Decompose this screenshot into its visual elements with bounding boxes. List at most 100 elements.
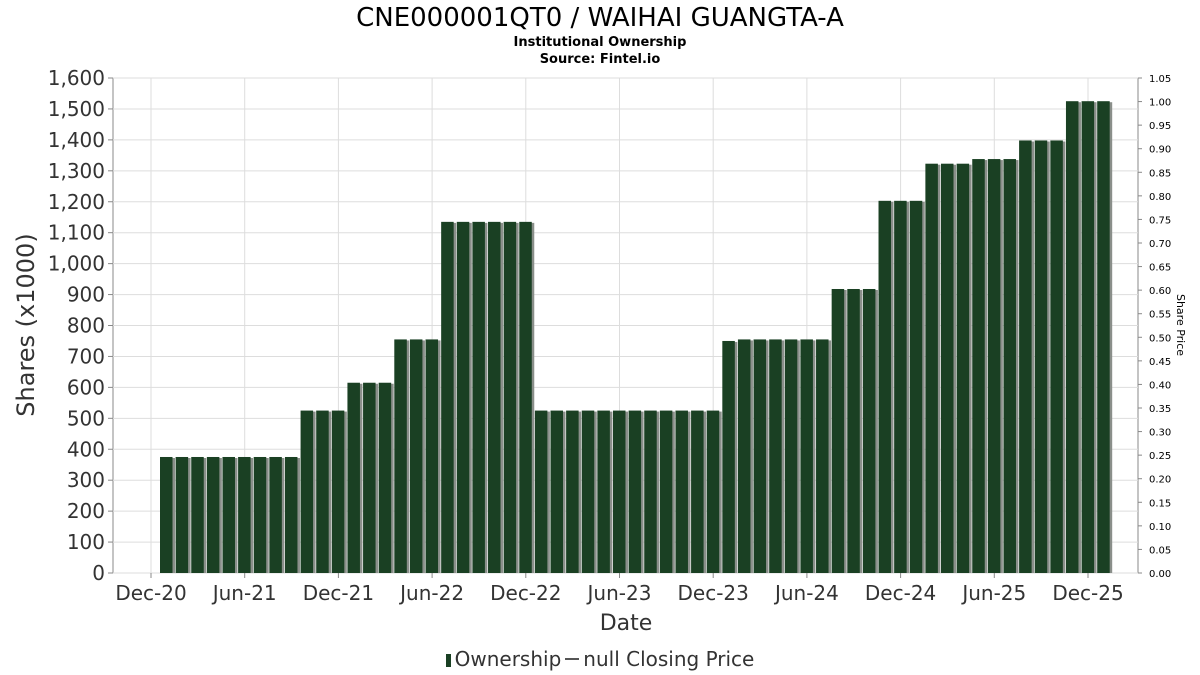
bar-ownership bbox=[800, 339, 813, 573]
x-tick-label: Dec-23 bbox=[678, 581, 749, 605]
x-tick-label: Dec-21 bbox=[303, 581, 374, 605]
bar-ownership bbox=[253, 456, 267, 573]
bar-ownership bbox=[956, 163, 970, 573]
bar-ownership bbox=[737, 339, 751, 573]
legend: Ownership null Closing Price bbox=[0, 647, 1200, 671]
chart-subtitle: Institutional Ownership bbox=[513, 35, 687, 50]
x-axis-label: Date bbox=[600, 611, 653, 636]
y-axis-label: Shares (x1000) bbox=[12, 233, 40, 416]
y2-tick-label: 0.75 bbox=[1149, 215, 1171, 226]
y2-tick-label: 0.10 bbox=[1149, 522, 1171, 533]
y-tick-label: 300 bbox=[67, 468, 105, 492]
y2-tick-label: 0.65 bbox=[1149, 263, 1171, 274]
bar-ownership bbox=[316, 410, 329, 573]
bar-ownership bbox=[706, 410, 720, 573]
x-tick-label: Jun-25 bbox=[960, 581, 1026, 605]
bar-ownership bbox=[238, 456, 251, 573]
legend-swatch-closing-price bbox=[565, 658, 580, 660]
bar-ownership bbox=[816, 339, 829, 573]
bar-ownership bbox=[894, 200, 907, 573]
x-axis-ticks: Dec-20 Jun-21 Dec-21 Jun-22 Dec-22 Jun-23 Dec-… bbox=[115, 573, 1124, 605]
y-tick-label: 500 bbox=[67, 406, 105, 430]
y-tick-label: 1,500 bbox=[48, 97, 105, 121]
bar-ownership bbox=[628, 410, 642, 573]
bar-ownership bbox=[378, 382, 392, 573]
bar-ownership bbox=[675, 410, 688, 573]
y2-tick-label: 0.85 bbox=[1149, 168, 1171, 179]
y2-tick-label: 0.35 bbox=[1149, 404, 1171, 415]
bar-ownership bbox=[269, 456, 282, 573]
bar-ownership bbox=[347, 382, 360, 573]
y2-tick-label: 1.05 bbox=[1149, 74, 1171, 85]
y-tick-label: 400 bbox=[67, 437, 105, 461]
y-tick-label: 700 bbox=[67, 344, 105, 368]
bar-ownership bbox=[1065, 101, 1079, 573]
y2-tick-label: 0.45 bbox=[1149, 357, 1171, 368]
bar-ownership bbox=[909, 200, 923, 573]
bar-ownership bbox=[1081, 101, 1095, 573]
bar-ownership bbox=[941, 163, 954, 573]
bar-ownership bbox=[425, 339, 439, 573]
bar-ownership bbox=[691, 410, 704, 573]
chart-title: CNE000001QT0 / WAIHAI GUANGTA-A bbox=[356, 3, 844, 33]
chart-source: Source: Fintel.io bbox=[539, 52, 661, 67]
bar-ownership bbox=[769, 339, 782, 573]
bar-ownership bbox=[160, 456, 173, 573]
bar-ownership bbox=[409, 339, 423, 573]
x-tick-label: Dec-24 bbox=[865, 581, 936, 605]
x-tick-label: Jun-24 bbox=[773, 581, 839, 605]
legend-swatch-ownership bbox=[445, 654, 451, 667]
bar-ownership bbox=[456, 221, 470, 573]
y-tick-label: 900 bbox=[67, 283, 105, 307]
y2-tick-label: 0.25 bbox=[1149, 451, 1171, 462]
bar-ownership bbox=[987, 159, 1001, 573]
bar-ownership bbox=[644, 410, 657, 573]
y-tick-label: 800 bbox=[67, 314, 105, 338]
y2-tick-label: 0.30 bbox=[1149, 428, 1171, 439]
bar-ownership bbox=[784, 339, 798, 573]
bar-ownership bbox=[612, 410, 626, 573]
bar-ownership bbox=[519, 221, 532, 573]
y2-tick-label: 0.40 bbox=[1149, 380, 1171, 391]
bar-ownership bbox=[331, 410, 345, 573]
y2-tick-label: 0.00 bbox=[1149, 569, 1171, 580]
bar-ownership bbox=[831, 288, 845, 573]
x-tick-label: Dec-25 bbox=[1052, 581, 1123, 605]
y-tick-label: 1,300 bbox=[48, 159, 105, 183]
y2-tick-label: 0.15 bbox=[1149, 498, 1171, 509]
y2-tick-label: 0.90 bbox=[1149, 145, 1171, 156]
bar-ownership bbox=[222, 456, 235, 573]
bars bbox=[160, 101, 1113, 573]
y2-tick-label: 0.60 bbox=[1149, 286, 1171, 297]
bar-ownership bbox=[394, 339, 407, 573]
bar-ownership bbox=[566, 410, 579, 573]
y2-axis-ticks: 0.00 0.05 0.10 0.15 0.20 0.25 0.30 0.35 0.40 0.45… bbox=[1138, 74, 1171, 580]
bar-ownership bbox=[363, 382, 376, 573]
x-tick-label: Dec-22 bbox=[490, 581, 561, 605]
y-tick-label: 100 bbox=[67, 530, 105, 554]
bar-ownership bbox=[441, 221, 454, 573]
bar-ownership bbox=[925, 163, 938, 573]
bar-ownership bbox=[534, 410, 548, 573]
legend-label-ownership: Ownership bbox=[454, 647, 562, 671]
y2-tick-label: 0.55 bbox=[1149, 310, 1171, 321]
bar-ownership bbox=[206, 456, 220, 573]
bar-ownership bbox=[722, 340, 735, 573]
bar-ownership bbox=[1034, 140, 1048, 573]
bar-ownership bbox=[550, 410, 563, 573]
y-tick-label: 600 bbox=[67, 375, 105, 399]
y-tick-label: 1,100 bbox=[48, 221, 105, 245]
y-tick-label: 1,600 bbox=[48, 66, 105, 90]
x-tick-label: Dec-20 bbox=[115, 581, 186, 605]
bar-ownership bbox=[300, 410, 314, 573]
x-tick-label: Jun-22 bbox=[398, 581, 464, 605]
bar-ownership bbox=[847, 288, 860, 573]
y2-tick-label: 1.00 bbox=[1149, 98, 1171, 109]
y-tick-label: 1,200 bbox=[48, 190, 105, 214]
y-tick-label: 200 bbox=[67, 499, 105, 523]
y2-tick-label: 0.80 bbox=[1149, 192, 1171, 203]
bar-ownership bbox=[1050, 140, 1063, 573]
y-axis-ticks: 0 100 200 300 400 500 600 700 800 900 1,000 1,100 1,… bbox=[48, 66, 113, 585]
bar-ownership bbox=[1097, 101, 1110, 573]
